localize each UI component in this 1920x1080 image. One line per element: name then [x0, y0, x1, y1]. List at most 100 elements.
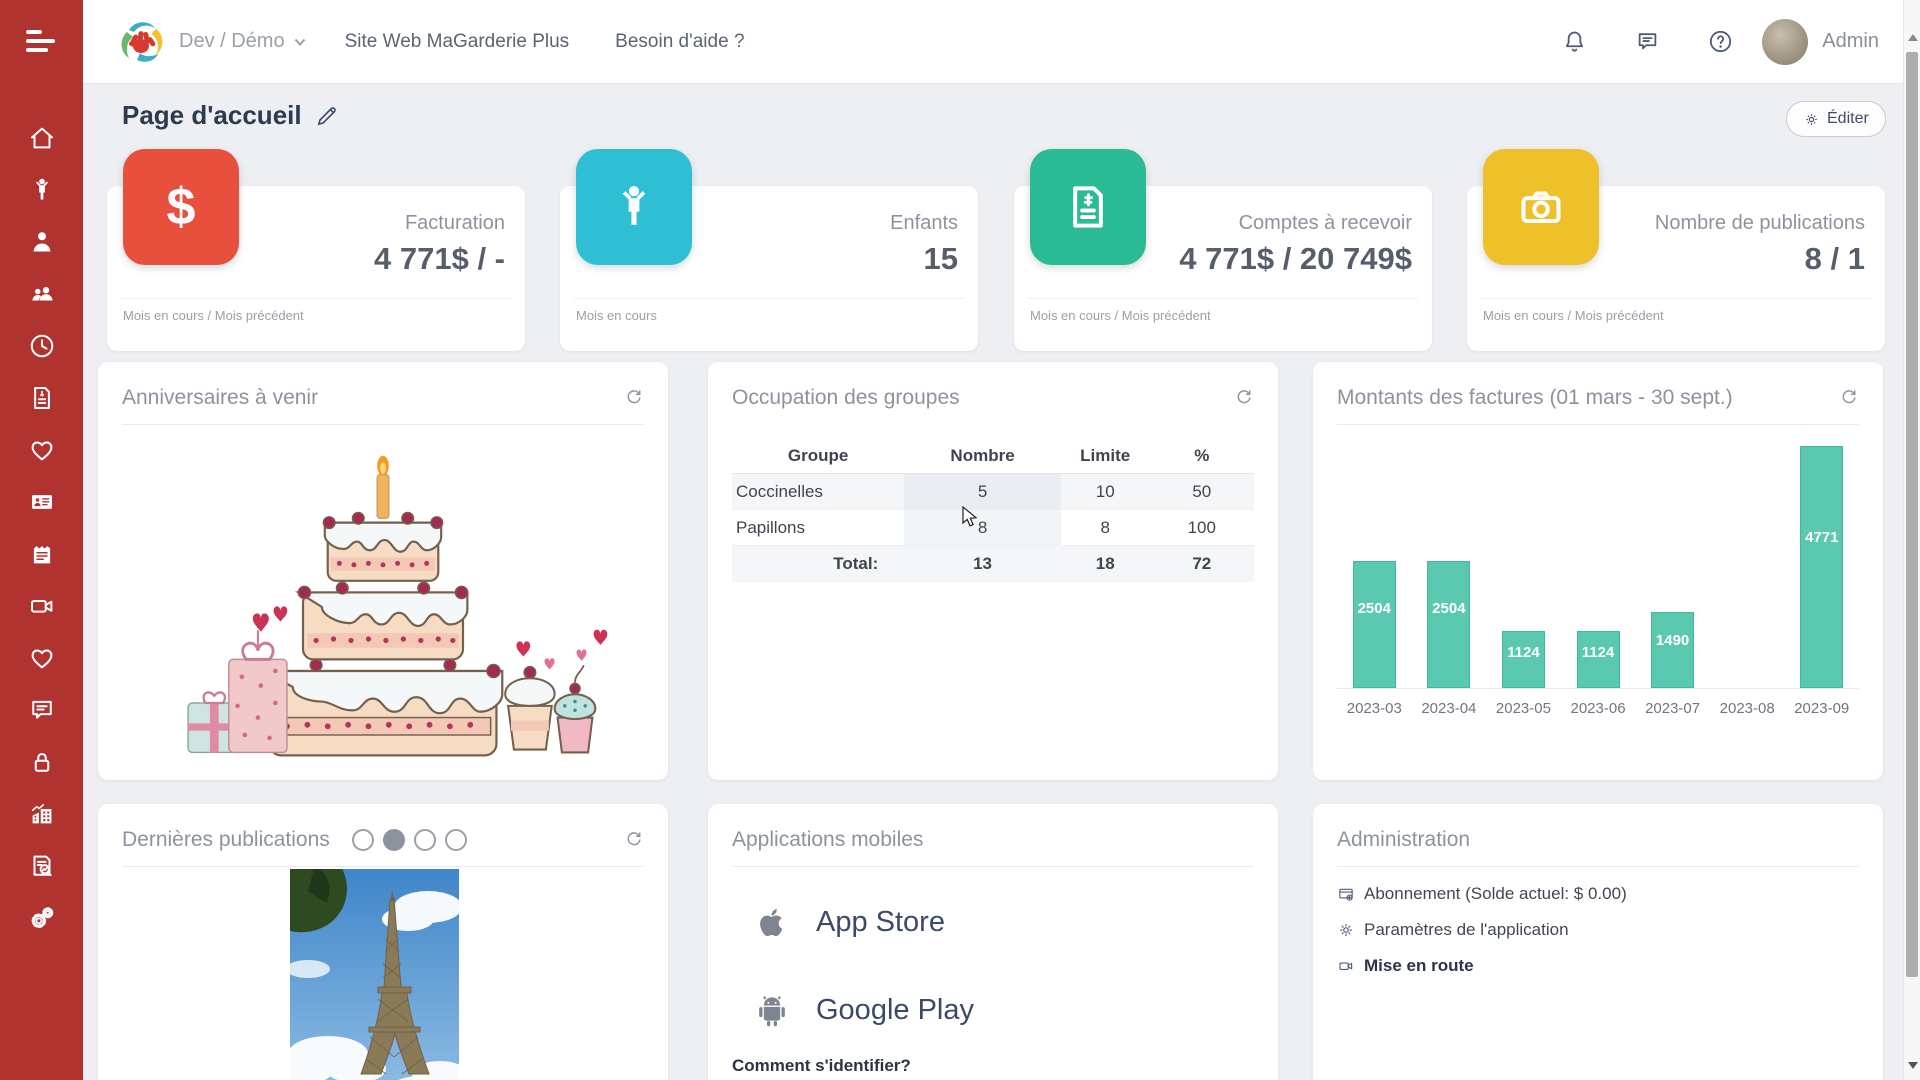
- sidebar-item-reports[interactable]: [0, 840, 83, 892]
- chevron-down-icon[interactable]: [293, 35, 307, 49]
- sidebar-item-videos[interactable]: [0, 580, 83, 632]
- administration-panel: Administration Abonnement (Solde actuel:…: [1313, 804, 1883, 1080]
- birthdays-title: Anniversaires à venir: [122, 386, 319, 409]
- vertical-scrollbar[interactable]: [1903, 0, 1920, 1080]
- sidebar: [0, 0, 83, 1080]
- groups-occupation-panel: Occupation des groupes Groupe Nombre Lim…: [708, 362, 1278, 780]
- chart-bar-2023-07[interactable]: 1490: [1651, 612, 1695, 688]
- heart-icon: [27, 435, 57, 465]
- sidebar-item-health[interactable]: [0, 424, 83, 476]
- stat-value: 15: [923, 241, 958, 276]
- refresh-icon[interactable]: [624, 388, 644, 408]
- scrollbar-thumb[interactable]: [1906, 52, 1918, 977]
- child-icon: [606, 179, 662, 235]
- carousel-dot-1[interactable]: [351, 829, 374, 851]
- sidebar-item-invoices[interactable]: [0, 372, 83, 424]
- top-header: Dev / Démo Site Web MaGarderie Plus Beso…: [83, 0, 1903, 83]
- camera-icon: [1513, 179, 1569, 235]
- getting-started-label: Mise en route: [1364, 956, 1474, 975]
- chart-category-label: 2023-08: [1719, 700, 1775, 717]
- nav-site-web-link[interactable]: Site Web MaGarderie Plus: [344, 30, 570, 52]
- chart-category-label: 2023-05: [1495, 700, 1551, 717]
- getting-started-link[interactable]: Mise en route: [1337, 956, 1474, 976]
- publication-photo[interactable]: [266, 869, 468, 1080]
- chart-bar-2023-09[interactable]: 4771: [1800, 446, 1844, 688]
- educator-icon: [27, 227, 57, 257]
- table-row[interactable]: Coccinelles 5 10 50: [732, 474, 1254, 510]
- total-percent-cell: 72: [1192, 554, 1212, 573]
- sidebar-item-notes[interactable]: [0, 528, 83, 580]
- environment-selector[interactable]: Dev / Démo: [179, 30, 285, 52]
- mobile-apps-title: Applications mobiles: [732, 828, 924, 851]
- chart-category-label: 2023-06: [1570, 700, 1626, 717]
- apple-icon: [752, 900, 792, 944]
- chat-icon: [27, 695, 57, 725]
- subscription-link[interactable]: Abonnement (Solde actuel: $ 0.00): [1337, 884, 1627, 904]
- group-count-cell: 5: [904, 474, 1061, 509]
- chart-bar-value: 1124: [1581, 644, 1615, 661]
- chart-category-label: 2023-07: [1645, 700, 1701, 717]
- sidebar-item-children[interactable]: [0, 164, 83, 216]
- group-name-cell: Papillons: [736, 517, 805, 537]
- how-to-login-link[interactable]: Comment s'identifier?: [732, 1056, 911, 1075]
- google-play-link[interactable]: Google Play: [752, 988, 974, 1032]
- edit-pencil-icon[interactable]: [314, 103, 340, 129]
- scroll-up-arrow-icon[interactable]: [1908, 34, 1918, 41]
- group-limit-cell: 10: [1095, 481, 1115, 501]
- chart-bar-2023-04[interactable]: 2504: [1427, 561, 1471, 688]
- app-settings-link[interactable]: Paramètres de l'application: [1337, 920, 1569, 940]
- carousel-dots: [351, 829, 467, 851]
- sidebar-item-security[interactable]: [0, 736, 83, 788]
- stat-card-comptes[interactable]: Comptes à recevoir 4 771$ / 20 749$ Mois…: [1014, 149, 1432, 351]
- lock-icon: [27, 747, 57, 777]
- magarderie-logo-icon[interactable]: [115, 16, 167, 68]
- messages-chat-icon[interactable]: [1634, 28, 1661, 55]
- column-header[interactable]: %: [1194, 445, 1210, 465]
- stat-card-enfants[interactable]: Enfants 15 Mois en cours: [560, 149, 978, 351]
- sidebar-item-hours[interactable]: [0, 320, 83, 372]
- help-circle-icon[interactable]: [1707, 28, 1734, 55]
- chart-bar-2023-03[interactable]: 2504: [1352, 561, 1396, 688]
- refresh-icon[interactable]: [624, 830, 644, 850]
- carousel-dot-3[interactable]: [413, 829, 436, 851]
- stat-card-facturation[interactable]: $ Facturation 4 771$ / - Mois en cours /…: [107, 149, 525, 351]
- sidebar-item-organization[interactable]: [0, 788, 83, 840]
- carousel-dot-4[interactable]: [444, 829, 467, 851]
- divider: [122, 424, 644, 425]
- sidebar-item-groups[interactable]: [0, 268, 83, 320]
- sidebar-item-favorites[interactable]: [0, 632, 83, 684]
- idcard-icon: [27, 487, 57, 517]
- notifications-bell-icon[interactable]: [1561, 28, 1588, 55]
- carousel-dot-2[interactable]: [382, 829, 405, 851]
- user-avatar[interactable]: [1762, 18, 1809, 65]
- column-header[interactable]: Limite: [1080, 445, 1131, 465]
- stat-card-publications[interactable]: Nombre de publications 8 / 1 Mois en cou…: [1467, 149, 1885, 351]
- chart-bar-2023-06[interactable]: 1124: [1576, 631, 1620, 688]
- sidebar-item-settings[interactable]: [0, 892, 83, 944]
- hamburger-menu-icon[interactable]: [26, 30, 58, 56]
- stat-label: Nombre de publications: [1654, 212, 1865, 234]
- chart-bar-value: 4771: [1805, 529, 1839, 546]
- gears-icon: [27, 903, 57, 933]
- chart-bar-value: 1124: [1507, 644, 1540, 661]
- nav-help-link[interactable]: Besoin d'aide ?: [615, 30, 745, 52]
- app-store-link[interactable]: App Store: [752, 900, 945, 944]
- sidebar-item-home[interactable]: [0, 112, 83, 164]
- scroll-down-arrow-icon[interactable]: [1908, 1062, 1918, 1069]
- table-row[interactable]: Papillons 8 8 100: [732, 510, 1254, 546]
- sidebar-item-educators[interactable]: [0, 216, 83, 268]
- chart-title: Montants des factures (01 mars - 30 sept…: [1337, 386, 1733, 409]
- sidebar-item-contacts[interactable]: [0, 476, 83, 528]
- divider: [732, 866, 1254, 867]
- chart-bar-2023-05[interactable]: 1124: [1501, 631, 1545, 688]
- publications-panel: Dernières publications: [98, 804, 668, 1080]
- refresh-icon[interactable]: [1839, 388, 1859, 408]
- sidebar-item-messages[interactable]: [0, 684, 83, 736]
- refresh-icon[interactable]: [1234, 388, 1254, 408]
- comptes-icon-box: [1030, 149, 1146, 265]
- edit-page-button[interactable]: Éditer: [1786, 101, 1886, 137]
- column-header[interactable]: Nombre: [950, 445, 1015, 465]
- column-header[interactable]: Groupe: [787, 445, 849, 465]
- clipboard-icon: [27, 539, 57, 569]
